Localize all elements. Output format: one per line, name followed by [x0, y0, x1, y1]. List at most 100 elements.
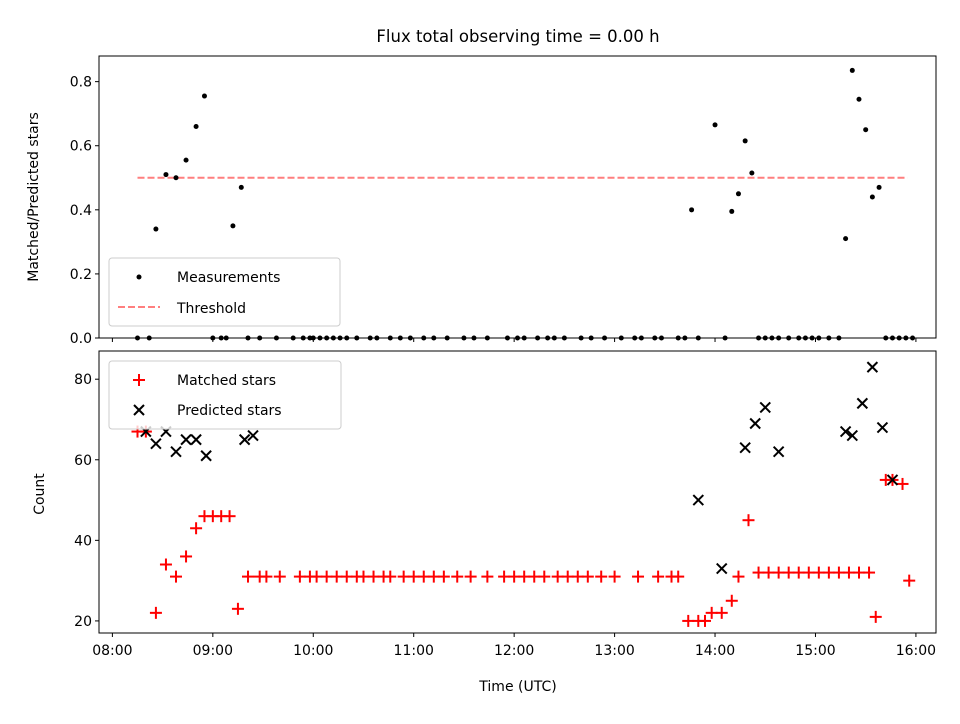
measurement-point: [201, 93, 207, 99]
matched-star-point: [581, 570, 594, 583]
matched-star-point: [223, 510, 236, 523]
matched-star-point: [682, 614, 695, 627]
measurement-point: [163, 172, 169, 178]
measurement-point: [735, 191, 741, 197]
measurement-point: [183, 157, 189, 163]
bottom-x-tick-label: 09:00: [193, 643, 233, 659]
matched-star-point: [451, 570, 464, 583]
top-y-tick-label: 0.8: [70, 75, 92, 91]
measurement-point: [689, 207, 695, 213]
predicted-star-point: [238, 433, 251, 446]
matched-star-point: [170, 570, 183, 583]
matched-star-point: [792, 566, 805, 579]
top-y-tick-label: 0.0: [70, 331, 92, 347]
bottom-x-tick-label: 12:00: [494, 643, 534, 659]
measurement-point: [749, 170, 755, 176]
matched-star-point: [842, 566, 855, 579]
measurement-point: [869, 194, 875, 200]
legend-threshold-label: Threshold: [176, 301, 246, 317]
matched-star-point: [397, 570, 410, 583]
matched-star-point: [608, 570, 621, 583]
matched-star-point: [357, 570, 370, 583]
matched-star-point: [742, 514, 755, 527]
top-legend-box: [108, 257, 341, 327]
measurement-point: [863, 127, 869, 133]
matched-star-point: [705, 606, 718, 619]
legend-matched-label: Matched stars: [177, 373, 276, 389]
matched-star-point: [561, 570, 574, 583]
bottom-x-tick-label: 13:00: [594, 643, 634, 659]
predicted-star-point: [759, 401, 771, 414]
measurement-point: [230, 223, 236, 229]
matched-star-point: [417, 570, 430, 583]
matched-star-point: [752, 566, 765, 579]
predicted-star-point: [692, 494, 704, 506]
matched-star-point: [498, 570, 511, 583]
matched-star-point: [367, 570, 380, 583]
bottom-x-tick-label: 08:00: [92, 643, 132, 659]
matched-star-point: [159, 558, 172, 571]
bottom-chart-y-ticks: 20 40 60 80: [74, 372, 99, 630]
predicted-star-point: [866, 361, 879, 373]
top-chart: Flux total observing time = 0.00 h 0.00.…: [26, 27, 937, 347]
predicted-star-point: [716, 562, 728, 575]
measurement-point: [173, 175, 179, 181]
matched-star-point: [896, 477, 909, 490]
matched-star-point: [732, 570, 745, 583]
bottom-x-tick-label: 10:00: [293, 643, 333, 659]
matched-star-point: [822, 566, 835, 579]
matched-star-point: [632, 570, 645, 583]
predicted-star-point: [876, 421, 889, 434]
measurement-point: [876, 184, 882, 190]
predicted-star-point: [749, 417, 761, 430]
matched-star-point: [725, 594, 738, 607]
matched-star-point: [652, 570, 665, 583]
bottom-chart-y-label: Count: [32, 473, 48, 515]
measurement-point: [729, 208, 735, 214]
top-y-tick-label: 0.6: [70, 139, 92, 155]
measurement-point: [238, 184, 244, 190]
matched-star-point: [832, 566, 845, 579]
matched-star-point: [551, 570, 564, 583]
measurement-point: [856, 96, 862, 102]
legend-measurements-marker: [136, 274, 142, 280]
legend-matched-marker: [133, 374, 145, 386]
matched-star-point: [508, 570, 521, 583]
matched-star-point: [528, 570, 541, 583]
matched-star-point: [340, 570, 353, 583]
predicted-star-point: [886, 474, 899, 486]
matched-star-point: [231, 602, 244, 615]
bottom-x-tick-label: 15:00: [795, 643, 835, 659]
top-chart-y-label: Matched/Predicted stars: [26, 112, 42, 282]
matched-star-point: [538, 570, 551, 583]
matched-star-point: [241, 570, 254, 583]
matched-star-point: [869, 610, 882, 623]
matched-star-point: [571, 570, 584, 583]
top-chart-frame: [98, 55, 937, 339]
bottom-chart-frame: [98, 350, 937, 634]
measurement-point: [843, 236, 849, 242]
measurement-point: [712, 122, 718, 128]
bottom-x-tick-label: 14:00: [695, 643, 735, 659]
predicted-star-point: [772, 446, 785, 458]
matched-star-point: [384, 570, 397, 583]
measurement-point: [153, 226, 159, 232]
matched-star-point: [407, 570, 420, 583]
legend-predicted-label: Predicted stars: [177, 403, 282, 419]
bottom-chart-x-label: Time (UTC): [478, 679, 556, 695]
bottom-chart: 20 40 60 80 08:00 09:00 10:00 11:00 12:00 13:00 1…: [32, 350, 937, 695]
predicted-star-point: [150, 437, 162, 450]
top-chart-y-ticks: 0.0 0.2 0.4 0.6 0.8: [70, 75, 99, 347]
matched-star-point: [812, 566, 825, 579]
matched-star-point: [293, 570, 306, 583]
top-y-tick-label: 0.2: [70, 267, 92, 283]
legend-predicted-marker: [133, 404, 145, 416]
matched-star-point: [320, 570, 333, 583]
bottom-y-tick-label: 80: [74, 372, 92, 388]
matched-star-point: [190, 522, 203, 535]
matched-star-point: [672, 570, 685, 583]
bottom-x-tick-label: 11:00: [394, 643, 434, 659]
matched-star-point: [180, 550, 193, 563]
top-chart-legend: Measurements Threshold: [108, 257, 341, 327]
